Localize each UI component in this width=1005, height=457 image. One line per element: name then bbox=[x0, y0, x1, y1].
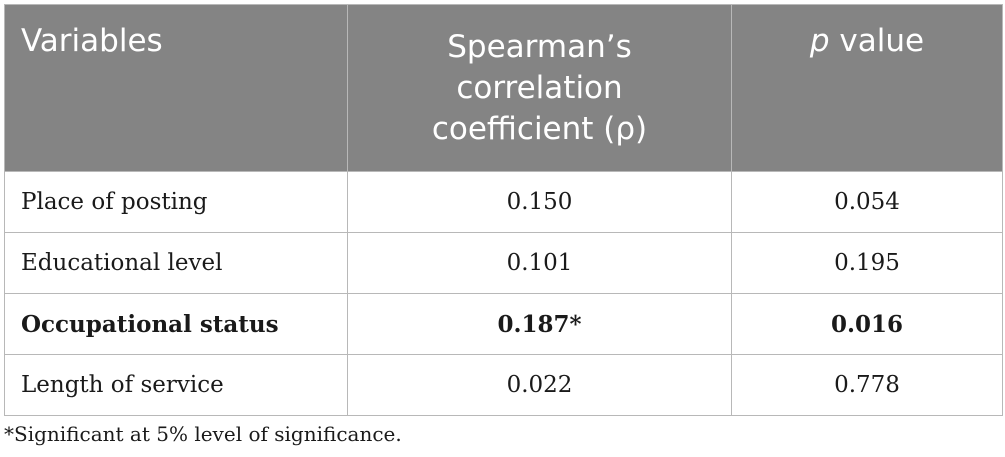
header-variables: Variables bbox=[4, 4, 348, 172]
row-rho: 0.187* bbox=[347, 293, 732, 355]
header-rho-line1: Spearman’s bbox=[447, 28, 632, 65]
table-row-significant: Occupational status 0.187* 0.016 bbox=[4, 293, 1003, 355]
header-p-value: p value bbox=[731, 4, 1003, 172]
header-row: Variables Spearman’s correlation coeffic… bbox=[4, 4, 1003, 172]
row-rho: 0.101 bbox=[347, 232, 732, 294]
correlation-table: Variables Spearman’s correlation coeffic… bbox=[4, 4, 1003, 416]
row-rho: 0.022 bbox=[347, 354, 732, 416]
table-body: Place of posting 0.150 0.054 Educational… bbox=[4, 171, 1003, 416]
header-p-rest: value bbox=[829, 23, 925, 59]
header-spearman-rho: Spearman’s correlation coefficient (ρ) bbox=[347, 4, 732, 172]
table-footnote: *Significant at 5% level of significance… bbox=[4, 422, 402, 446]
table-header: Variables Spearman’s correlation coeffic… bbox=[4, 4, 1003, 172]
correlation-table-container: Variables Spearman’s correlation coeffic… bbox=[4, 4, 1003, 416]
row-variable: Place of posting bbox=[4, 171, 348, 233]
row-p: 0.054 bbox=[731, 171, 1003, 233]
table-row: Place of posting 0.150 0.054 bbox=[4, 171, 1003, 233]
row-p: 0.195 bbox=[731, 232, 1003, 294]
row-variable: Educational level bbox=[4, 232, 348, 294]
table-row: Length of service 0.022 0.778 bbox=[4, 354, 1003, 416]
row-variable: Length of service bbox=[4, 354, 348, 416]
row-p: 0.778 bbox=[731, 354, 1003, 416]
table-row: Educational level 0.101 0.195 bbox=[4, 232, 1003, 294]
header-rho-line2: correlation bbox=[456, 69, 623, 106]
header-p-italic: p bbox=[809, 23, 830, 59]
row-rho: 0.150 bbox=[347, 171, 732, 233]
row-variable: Occupational status bbox=[4, 293, 348, 355]
header-rho-line3: coefficient (ρ) bbox=[431, 110, 648, 147]
row-p: 0.016 bbox=[731, 293, 1003, 355]
